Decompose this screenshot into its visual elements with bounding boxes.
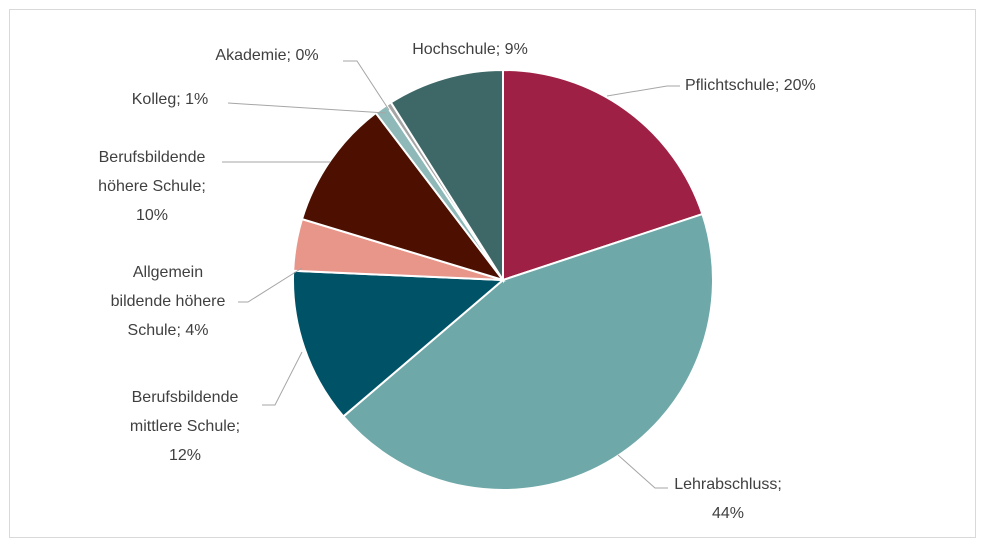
leader-line <box>227 102 387 114</box>
pie-slice <box>502 68 704 282</box>
data-label: Berufsbildende <box>99 149 206 166</box>
data-label: höhere Schule; <box>98 178 206 195</box>
data-label: 12% <box>169 447 201 464</box>
data-label: 10% <box>136 207 168 224</box>
pie-slice <box>292 269 506 418</box>
data-label: Schule; 4% <box>128 322 209 339</box>
data-label: Akademie; 0% <box>215 47 318 64</box>
pie-slice <box>389 68 504 284</box>
leader-line <box>606 85 680 97</box>
leader-line <box>238 267 303 303</box>
pie-slice <box>300 111 506 282</box>
leader-line <box>617 454 668 489</box>
data-label: Allgemein <box>133 264 203 281</box>
leader-line <box>262 351 303 406</box>
data-label: Pflichtschule; 20% <box>685 77 816 94</box>
data-label: Lehrabschluss; <box>674 476 782 493</box>
leader-line <box>343 60 390 111</box>
data-label: Hochschule; 9% <box>412 41 528 58</box>
data-label: mittlere Schule; <box>130 418 240 435</box>
data-label: bildende höhere <box>111 293 226 310</box>
data-label: Kolleg; 1% <box>132 91 209 108</box>
pie-slice <box>341 212 714 491</box>
data-label: 44% <box>712 505 744 522</box>
data-label: Berufsbildende <box>132 389 239 406</box>
